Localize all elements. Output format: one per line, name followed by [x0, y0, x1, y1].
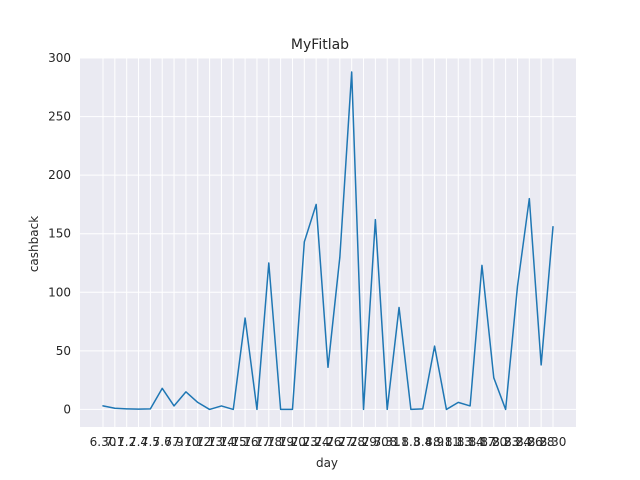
x-tick-label: 7.29 [350, 435, 377, 449]
x-tick-label: 8.14 [457, 435, 484, 449]
y-tick-label: 50 [56, 344, 71, 358]
x-tick-label: 7.16 [232, 435, 259, 449]
y-tick-label: 200 [48, 168, 71, 182]
y-tick-labels: 0 50 100 150 200 250 300 [48, 51, 71, 416]
x-tick-labels: 6.307.17.27.47.57.67.97.107.127.137.147.… [90, 435, 567, 449]
x-tick-label: 7.26 [315, 435, 342, 449]
y-tick-label: 300 [48, 51, 71, 65]
x-tick-label: 7.15 [220, 435, 247, 449]
x-tick-label: 8.9 [425, 435, 444, 449]
x-tick-label: 7.20 [279, 435, 306, 449]
x-tick-label: 7.10 [173, 435, 200, 449]
x-tick-label: 8.23 [492, 435, 519, 449]
x-gridlines [102, 58, 554, 427]
x-tick-label: 8.1 [390, 435, 409, 449]
x-tick-label: 8.3 [401, 435, 420, 449]
x-tick-label: 7.23 [291, 435, 318, 449]
x-tick-label: 8.30 [540, 435, 567, 449]
x-tick-label: 7.14 [208, 435, 235, 449]
data-points [102, 72, 554, 410]
chart-title: MyFitlab [291, 37, 349, 53]
y-axis-title: cashback [27, 216, 41, 272]
x-tick-label: 7.4 [129, 435, 148, 449]
x-tick-label: 8.20 [480, 435, 507, 449]
y-tick-label: 250 [48, 110, 71, 124]
x-axis-title: day [316, 456, 338, 470]
x-tick-label: 7.2 [117, 435, 136, 449]
x-tick-label: 7.1 [105, 435, 124, 449]
x-tick-label: 8.17 [469, 435, 496, 449]
x-tick-label: 7.18 [255, 435, 282, 449]
x-tick-label: 8.11 [433, 435, 460, 449]
x-tick-label: 7.31 [374, 435, 401, 449]
y-tick-label: 100 [48, 285, 71, 299]
x-tick-label: 8.28 [528, 435, 555, 449]
x-tick-label: 7.28 [338, 435, 365, 449]
x-tick-label: 8.4 [413, 435, 432, 449]
x-tick-label: 7.5 [141, 435, 160, 449]
x-tick-label: 6.30 [90, 435, 117, 449]
x-tick-label: 8.26 [516, 435, 543, 449]
x-tick-label: 7.30 [362, 435, 389, 449]
x-tick-label: 7.27 [326, 435, 353, 449]
x-tick-label: 7.9 [165, 435, 184, 449]
x-tick-label: 7.12 [184, 435, 211, 449]
x-tick-label: 8.13 [445, 435, 472, 449]
x-tick-label: 8.24 [504, 435, 531, 449]
y-tick-label: 0 [63, 402, 71, 416]
x-tick-label: 7.6 [153, 435, 172, 449]
x-tick-label: 7.13 [196, 435, 223, 449]
x-tick-label: 7.24 [303, 435, 330, 449]
y-tick-label: 150 [48, 227, 71, 241]
x-tick-label: 7.19 [267, 435, 294, 449]
x-tick-label: 7.17 [244, 435, 271, 449]
